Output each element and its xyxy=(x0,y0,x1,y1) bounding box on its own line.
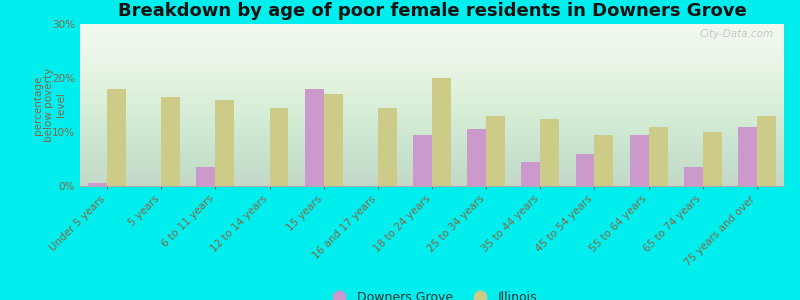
Bar xyxy=(324,94,342,186)
Bar xyxy=(467,129,486,186)
Title: Breakdown by age of poor female residents in Downers Grove: Breakdown by age of poor female resident… xyxy=(118,2,746,20)
Bar xyxy=(270,108,289,186)
Bar xyxy=(107,89,126,186)
Bar xyxy=(630,135,649,186)
Bar xyxy=(702,132,722,186)
Bar xyxy=(305,89,324,186)
Bar xyxy=(162,97,180,186)
Bar xyxy=(413,135,432,186)
Bar xyxy=(594,135,614,186)
Bar xyxy=(575,154,594,186)
Bar xyxy=(486,116,505,186)
Text: City-Data.com: City-Data.com xyxy=(699,29,774,39)
Bar xyxy=(649,127,667,186)
Bar xyxy=(757,116,776,186)
Bar xyxy=(738,127,757,186)
Bar xyxy=(432,78,451,186)
Bar xyxy=(540,118,559,186)
Bar xyxy=(88,183,107,186)
Bar xyxy=(215,100,234,186)
Bar xyxy=(684,167,702,186)
Bar xyxy=(378,108,397,186)
Y-axis label: percentage
below poverty
level: percentage below poverty level xyxy=(33,68,66,142)
Bar xyxy=(197,167,215,186)
Bar xyxy=(522,162,540,186)
Legend: Downers Grove, Illinois: Downers Grove, Illinois xyxy=(322,286,542,300)
